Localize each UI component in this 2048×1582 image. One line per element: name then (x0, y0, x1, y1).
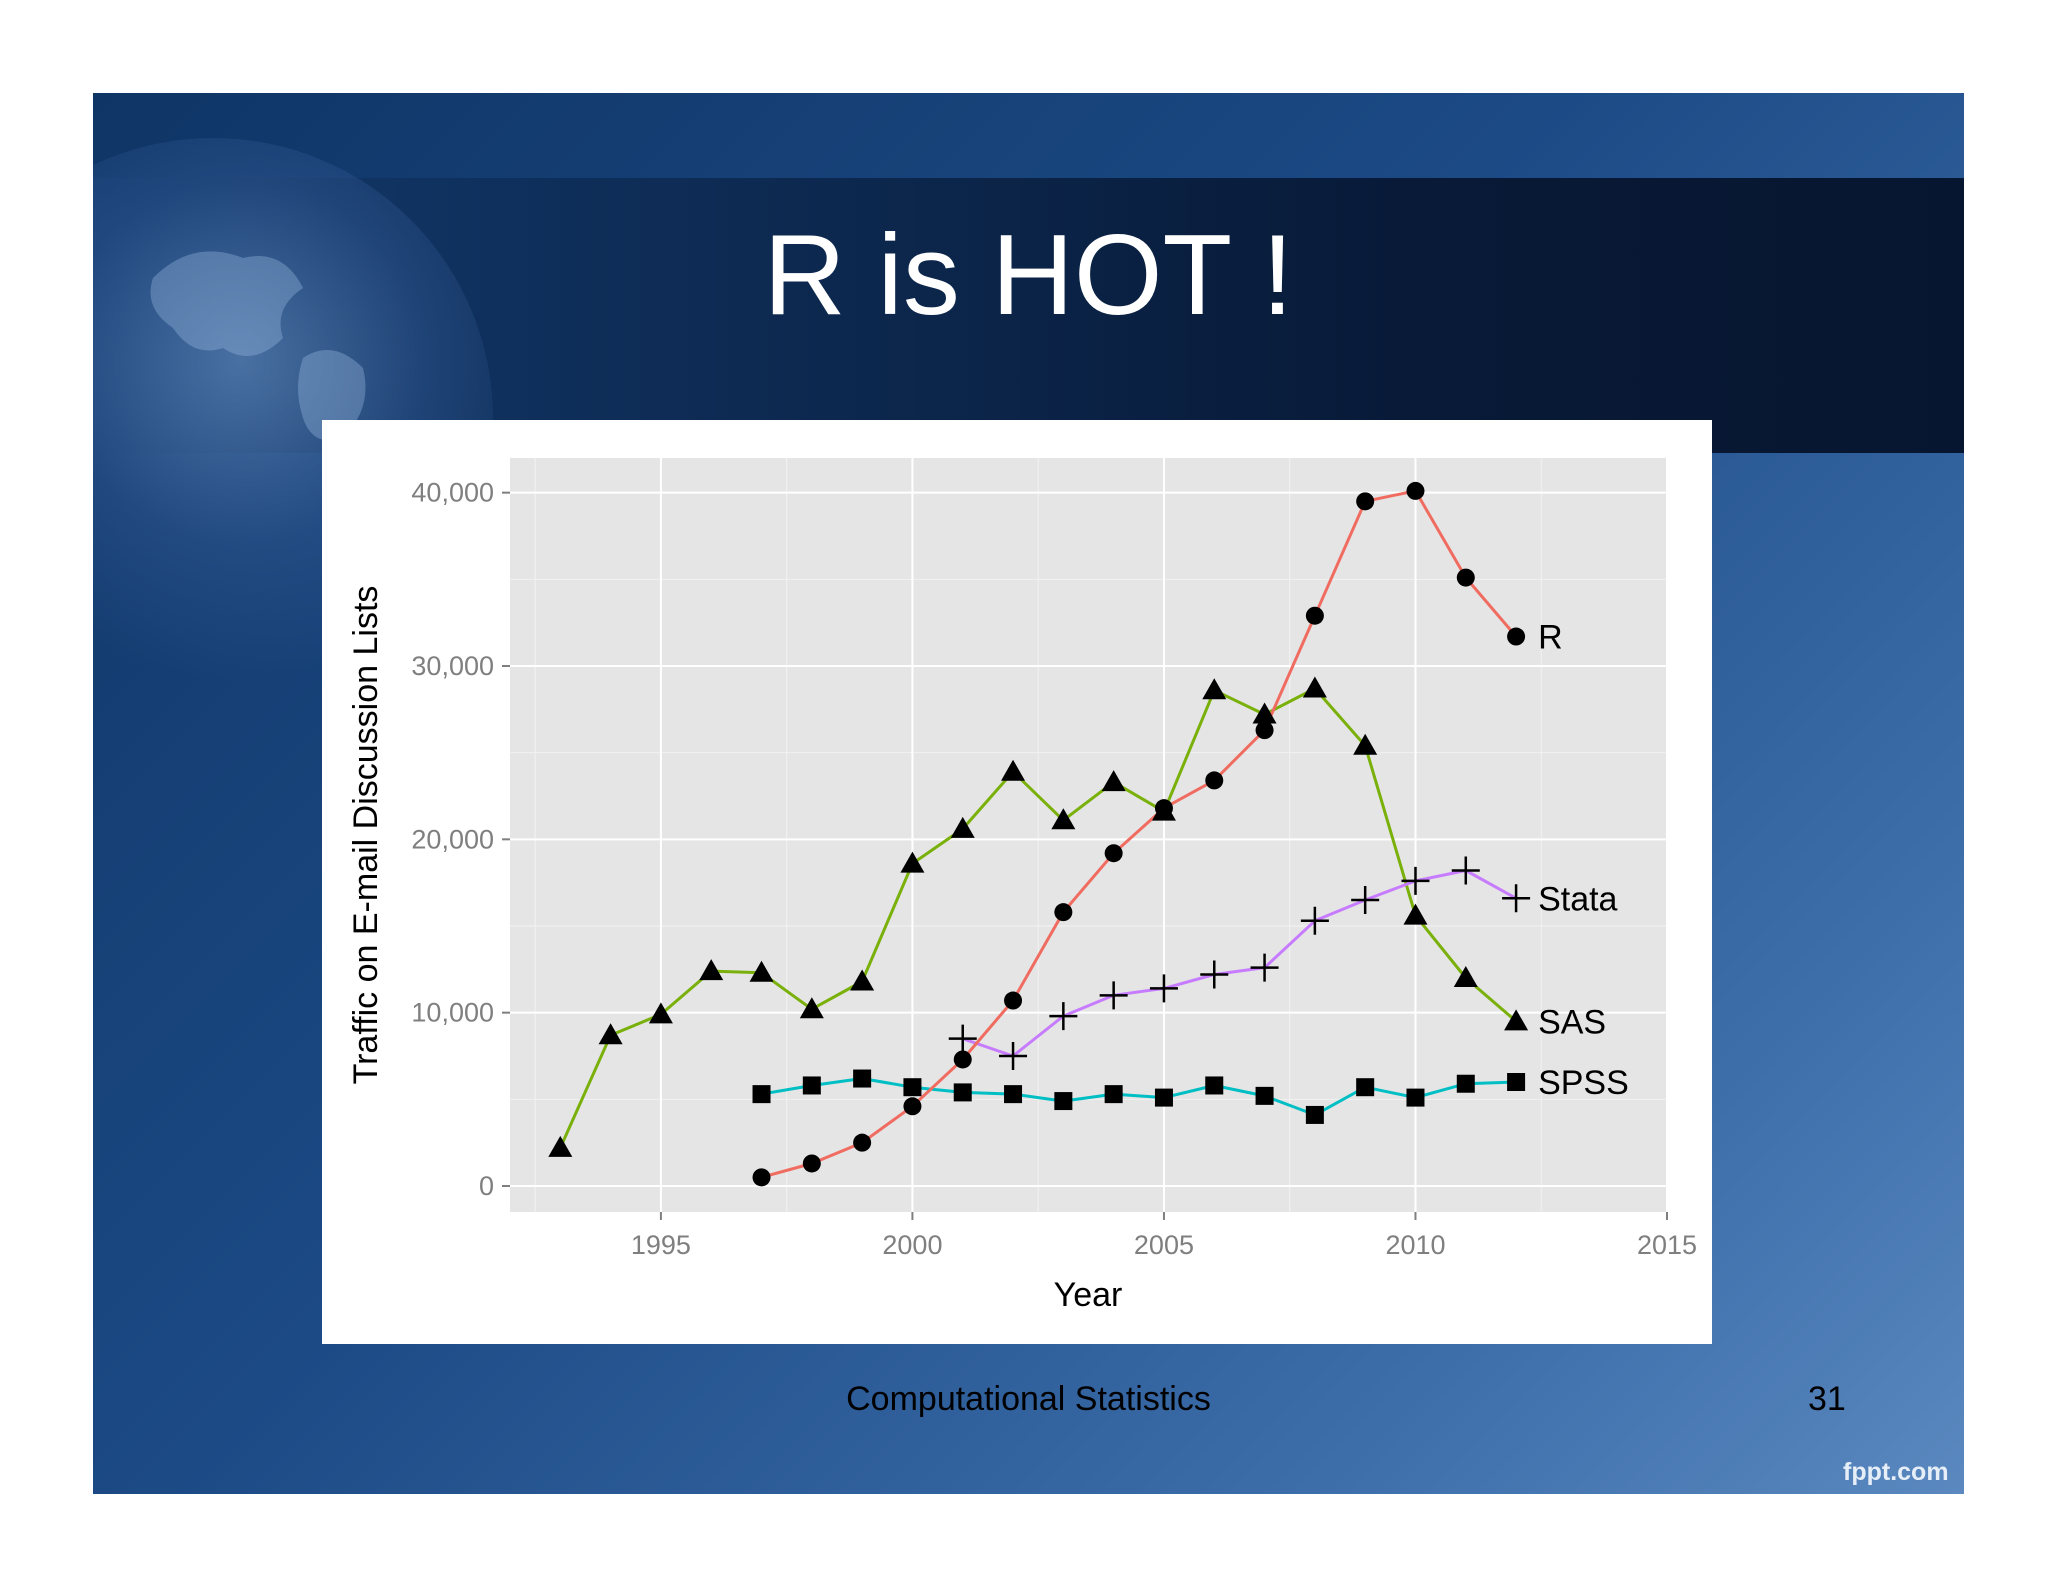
data-point-sas (1504, 1009, 1529, 1031)
data-point-sas (799, 997, 824, 1019)
data-point-r (1004, 991, 1023, 1010)
data-point-stata (948, 1024, 977, 1053)
data-point-sas (699, 959, 724, 981)
footer-text: Computational Statistics (846, 1380, 1211, 1418)
data-point-r (853, 1133, 872, 1152)
data-point-sas (1051, 808, 1076, 830)
data-point-sas (1252, 702, 1277, 724)
data-point-r (1305, 606, 1324, 625)
data-point-spss (1205, 1076, 1224, 1095)
data-point-stata (1200, 960, 1229, 989)
x-tick-label: 2010 (1385, 1230, 1445, 1260)
series-label-stata: Stata (1538, 880, 1617, 918)
series-lines (558, 489, 1518, 1179)
data-point-spss (1456, 1074, 1475, 1093)
y-tick-label: 10,000 (411, 998, 494, 1028)
chart-card: 0 10,000 20,000 30,000 40,000 1995 2000 2005 20… (322, 420, 1712, 1344)
data-point-spss (1154, 1088, 1173, 1107)
data-point-r (1356, 492, 1375, 511)
data-point-sas (1202, 678, 1227, 700)
line-chart: 0 10,000 20,000 30,000 40,000 1995 2000 2005 20… (347, 458, 1697, 1314)
data-point-spss (903, 1078, 922, 1097)
data-point-stata (999, 1042, 1028, 1070)
series-line-sas (558, 687, 1518, 1149)
data-point-stata (1451, 856, 1480, 885)
data-point-sas (749, 960, 774, 982)
series-label-sas: SAS (1538, 1003, 1606, 1041)
data-point-r (1205, 771, 1224, 790)
x-axis-title: Year (1054, 1276, 1123, 1314)
data-point-sas (950, 816, 975, 838)
data-point-stata (1149, 974, 1178, 1003)
x-tick-label: 2000 (882, 1230, 942, 1260)
data-point-r (1456, 568, 1475, 587)
axis-ticks (502, 491, 1668, 1220)
series-line-r (761, 489, 1518, 1179)
data-point-r (1255, 721, 1274, 740)
series-label-spss: SPSS (1538, 1064, 1629, 1102)
x-tick-labels: 1995 2000 2005 2010 2015 (631, 1230, 1697, 1260)
y-tick-label: 0 (479, 1171, 494, 1201)
data-point-r (953, 1050, 972, 1069)
x-tick-label: 1995 (631, 1230, 691, 1260)
data-point-stata (1300, 906, 1329, 935)
data-point-stata (1099, 981, 1128, 1010)
data-point-stata (1502, 884, 1531, 913)
data-point-spss (953, 1083, 972, 1102)
data-point-sas (548, 1135, 573, 1157)
data-point-r (802, 1154, 821, 1173)
data-point-sas (1403, 903, 1428, 925)
continents-graphic (150, 251, 366, 441)
data-point-sas (598, 1023, 623, 1045)
series-markers (548, 481, 1531, 1187)
series-label-r: R (1538, 619, 1563, 657)
data-point-sas (1353, 733, 1378, 755)
watermark-text: fppt.com (1843, 1458, 1949, 1486)
data-point-sas (1101, 770, 1126, 792)
data-point-spss (752, 1085, 771, 1104)
page-number: 31 (1808, 1380, 1846, 1418)
data-point-sas (1001, 759, 1026, 781)
slide-background: R is HOT ! 0 10,000 20,000 30,000 40,000 199… (93, 93, 1964, 1494)
data-point-r (1104, 844, 1123, 863)
y-tick-label: 30,000 (411, 651, 494, 681)
data-point-sas (1302, 676, 1327, 698)
y-tick-label: 20,000 (411, 824, 494, 854)
data-point-spss (1406, 1088, 1425, 1107)
y-axis-title: Traffic on E-mail Discussion Lists (347, 586, 385, 1085)
data-point-r (1054, 903, 1073, 922)
data-point-spss (1104, 1085, 1123, 1104)
data-point-spss (1356, 1078, 1375, 1097)
major-gridlines (510, 458, 1668, 1212)
data-point-stata (1250, 953, 1279, 982)
data-point-sas (850, 969, 875, 991)
data-point-stata (1401, 866, 1430, 895)
x-tick-label: 2015 (1637, 1230, 1697, 1260)
data-point-spss (1054, 1092, 1073, 1111)
series-line-spss (761, 1077, 1517, 1117)
series-labels: SAS Stata SPSS R (1538, 619, 1629, 1102)
series-line-stata (962, 869, 1517, 1058)
data-point-spss (1255, 1086, 1274, 1105)
data-point-r (1507, 627, 1526, 646)
slide-title: R is HOT ! (763, 212, 1294, 339)
data-point-spss (853, 1069, 872, 1088)
data-point-spss (1004, 1085, 1023, 1104)
x-tick-label: 2005 (1134, 1230, 1194, 1260)
data-point-stata (1049, 1002, 1078, 1031)
data-point-sas (648, 1002, 673, 1024)
data-point-spss (1507, 1073, 1526, 1091)
data-point-stata (1351, 886, 1380, 914)
y-tick-labels: 0 10,000 20,000 30,000 40,000 (411, 478, 494, 1201)
data-point-r (1406, 481, 1425, 500)
header-band (93, 138, 1964, 698)
data-point-sas (900, 851, 925, 873)
data-point-spss (802, 1076, 821, 1095)
y-tick-label: 40,000 (411, 478, 494, 508)
data-point-spss (1305, 1105, 1324, 1124)
data-point-sas (1453, 966, 1478, 987)
data-point-r (903, 1097, 922, 1116)
data-point-r (752, 1168, 771, 1187)
data-point-r (1154, 799, 1173, 818)
